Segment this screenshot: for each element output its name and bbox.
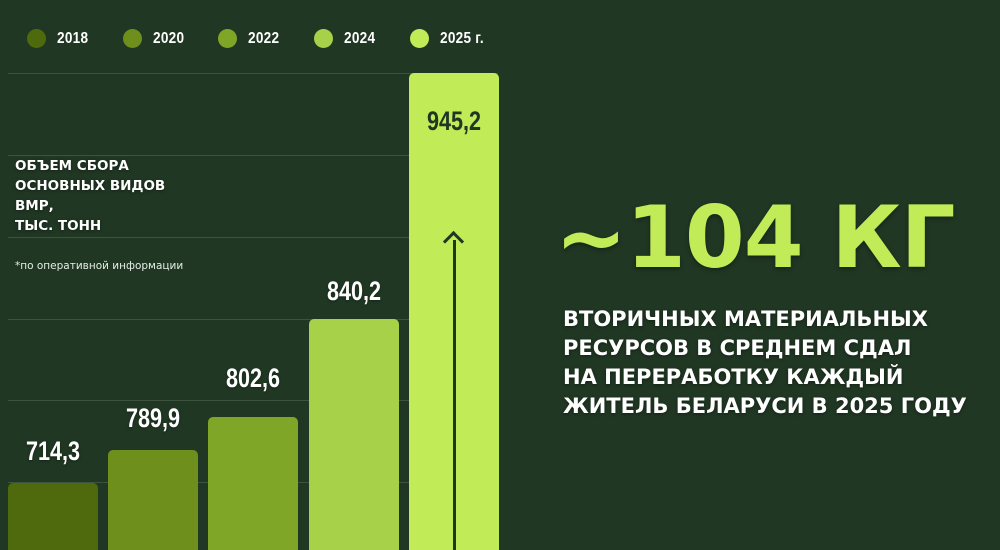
bar-value-2022: 802,6: [225, 363, 281, 393]
gridline: [8, 73, 498, 74]
legend-dot-icon: [314, 29, 333, 48]
description-line: ЖИТЕЛЬ БЕЛАРУСИ В 2025 ГОДУ: [563, 394, 967, 418]
legend-label: 2018: [57, 29, 89, 47]
legend-dot-icon: [218, 29, 237, 48]
bar-value-2025: 945,2: [426, 106, 482, 136]
legend-label: 2024: [344, 29, 376, 47]
bar-value-2020: 789,9: [125, 403, 181, 433]
gridline: [8, 155, 498, 156]
y-title-line: ТЫС. ТОНН: [15, 218, 102, 234]
bar-2018: [8, 483, 98, 550]
y-title-line: ВМР,: [15, 198, 54, 214]
bar-value-2018: 714,3: [25, 436, 81, 466]
gridline: [8, 400, 498, 401]
legend-label: 2025 г.: [440, 29, 484, 47]
legend-item-2020: 2020: [123, 29, 218, 48]
legend-dot-icon: [123, 29, 142, 48]
description-line: НА ПЕРЕРАБОТКУ КАЖДЫЙ: [563, 365, 904, 389]
gridline: [8, 319, 498, 320]
y-title-line: ОСНОВНЫХ ВИДОВ: [15, 178, 166, 194]
description-line: РЕСУРСОВ В СРЕДНЕМ СДАЛ: [563, 336, 912, 360]
legend-item-2024: 2024: [314, 29, 410, 48]
bar-2020: [108, 450, 198, 550]
y-axis-title: ОБЪЕМ СБОРА ОСНОВНЫХ ВИДОВ ВМР, ТЫС. ТОН…: [15, 156, 165, 236]
footnote: *по оперативной информации: [15, 260, 184, 272]
highlight-value: ~104 КГ: [555, 188, 956, 288]
bar-2022: [208, 417, 298, 550]
growth-arrow-line: [453, 240, 456, 550]
description-line: ВТОРИЧНЫХ МАТЕРИАЛЬНЫХ: [563, 307, 928, 331]
legend-label: 2020: [153, 29, 185, 47]
gridline: [8, 237, 498, 238]
y-title-line: ОБЪЕМ СБОРА: [15, 158, 129, 174]
legend-dot-icon: [27, 29, 46, 48]
bar-2024: [309, 319, 399, 550]
legend-item-2025: 2025 г.: [410, 29, 492, 48]
legend-label: 2022: [248, 29, 280, 47]
legend-item-2018: 2018: [27, 29, 123, 48]
legend-dot-icon: [410, 29, 429, 48]
highlight-description: ВТОРИЧНЫХ МАТЕРИАЛЬНЫХ РЕСУРСОВ В СРЕДНЕ…: [563, 305, 967, 421]
legend-item-2022: 2022: [218, 29, 314, 48]
chart-legend: 2018 2020 2022 2024 2025 г.: [27, 29, 492, 48]
bar-value-2024: 840,2: [326, 276, 382, 306]
